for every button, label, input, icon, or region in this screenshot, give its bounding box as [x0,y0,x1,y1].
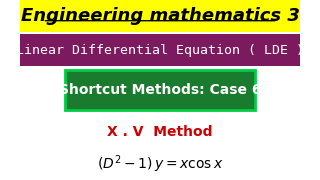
Text: X . V  Method: X . V Method [107,125,213,139]
FancyBboxPatch shape [20,34,300,66]
FancyBboxPatch shape [65,70,255,110]
Text: Engineering mathematics 3: Engineering mathematics 3 [20,7,300,25]
Text: $(D^2-1)\,y=x\cos x$: $(D^2-1)\,y=x\cos x$ [97,153,223,175]
Text: Linear Differential Equation ( LDE ): Linear Differential Equation ( LDE ) [16,44,304,57]
Text: Shortcut Methods: Case 6: Shortcut Methods: Case 6 [59,83,261,97]
FancyBboxPatch shape [20,0,300,32]
